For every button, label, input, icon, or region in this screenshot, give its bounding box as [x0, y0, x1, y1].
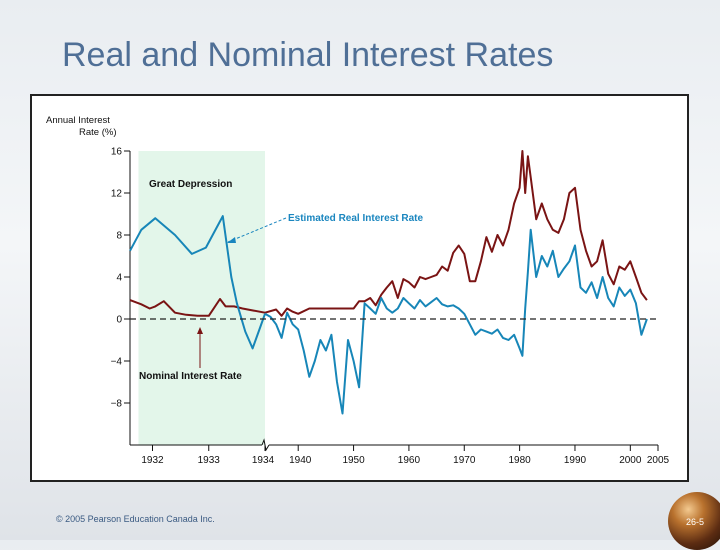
real-rate-line-left	[129, 215, 266, 350]
x-tick-label-4: 1950	[342, 455, 365, 466]
y-axis-label-line-2: Rate (%)	[79, 127, 116, 138]
real-rate-line-right	[264, 228, 648, 415]
real-rate-annotation: Estimated Real Interest Rate	[288, 213, 423, 224]
x-tick-label-1: 1933	[198, 455, 221, 466]
x-tick-label-5: 1960	[398, 455, 421, 466]
interest-rate-chart: 16 12 8 4 0 −4 −8 1932 1933 1934 1940 1950 1960 1970 1…	[46, 115, 670, 466]
y-tick-label-4: 0	[116, 315, 122, 326]
y-tick-label-5: −4	[111, 357, 123, 368]
nominal-rate-annotation-arrowhead	[197, 327, 203, 334]
x-tick-label-0: 1932	[141, 455, 164, 466]
y-tick-label-6: −8	[111, 399, 123, 410]
y-tick-label-1: 12	[111, 189, 123, 200]
real-rate-annotation-arrowhead	[227, 237, 236, 243]
x-tick-label-3: 1940	[289, 455, 312, 466]
copyright-footer: © 2005 Pearson Education Canada Inc.	[56, 514, 215, 524]
chart-frame: 16 12 8 4 0 −4 −8 1932 1933 1934 1940 1950 1960 1970 1…	[30, 94, 689, 482]
x-tick-label-6: 1970	[453, 455, 476, 466]
y-tick-label-2: 8	[116, 231, 122, 242]
real-rate-annotation-leader	[227, 217, 287, 243]
great-depression-shade	[138, 151, 265, 445]
x-tick-label-2: 1934	[252, 455, 275, 466]
y-tick-label-3: 4	[116, 273, 122, 284]
x-tick-label-7: 1980	[508, 455, 531, 466]
x-tick-label-8: 1990	[564, 455, 587, 466]
nominal-rate-annotation: Nominal Interest Rate	[139, 371, 242, 382]
great-depression-label: Great Depression	[149, 179, 232, 190]
x-tick-label-10: 2005	[647, 455, 670, 466]
nominal-rate-line-left	[129, 298, 266, 317]
nominal-rate-line-right	[264, 150, 648, 317]
y-axis-label-line-1: Annual Interest	[46, 115, 110, 126]
slide-number: 26-5	[686, 517, 705, 527]
y-tick-label-0: 16	[111, 147, 123, 158]
slide-title: Real and Nominal Interest Rates	[62, 36, 554, 74]
x-tick-label-9: 2000	[619, 455, 642, 466]
